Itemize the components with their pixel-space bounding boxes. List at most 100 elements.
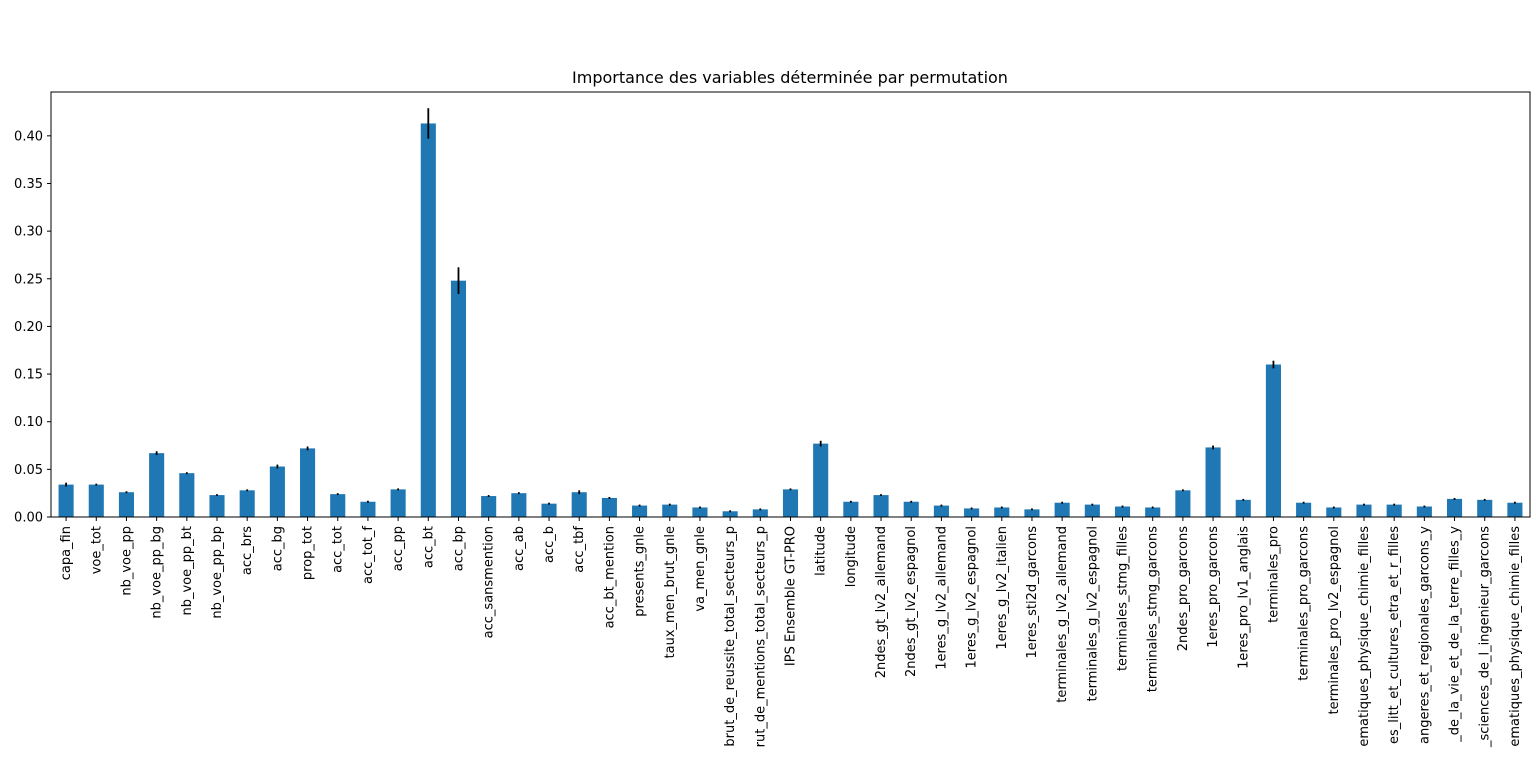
x-tick-label-9: acc_tot	[331, 526, 346, 573]
y-tick-label-0: 0.00	[14, 511, 43, 526]
x-tick-label-13: acc_bp	[451, 526, 466, 571]
bar-7	[269, 466, 285, 517]
bar-10	[360, 501, 376, 517]
bar-45	[1416, 506, 1432, 517]
chart-title: Importance des variables déterminée par …	[572, 68, 1008, 87]
x-tick-label-18: acc_bt_mention	[602, 526, 617, 628]
x-tick-label-39: 1eres_pro_lv1_anglais	[1236, 526, 1251, 669]
plot-frame	[50, 91, 1531, 518]
bar-44	[1386, 504, 1402, 517]
bar-36	[1145, 507, 1161, 517]
bar-13	[450, 280, 467, 517]
bar-23	[752, 509, 768, 517]
bar-5	[209, 495, 225, 517]
x-tick-label-3: nb_voe_pp_bg	[150, 526, 165, 619]
x-tick-label-26: longitude	[844, 526, 859, 587]
bar-37	[1175, 490, 1191, 517]
bar-19	[632, 505, 648, 517]
bar-31	[994, 507, 1010, 517]
x-tick-label-14: acc_sansmention	[482, 526, 497, 638]
x-tick-label-11: acc_pp	[391, 526, 406, 571]
bar-46	[1446, 498, 1463, 517]
x-tick-label-23: rut_de_mentions_total_secteurs_p	[753, 526, 768, 747]
bar-9	[330, 494, 346, 517]
x-tick-label-47: _sciences_de_l_ingenieur_garcons	[1478, 526, 1493, 748]
x-tick-label-40: terminales_pro	[1266, 526, 1281, 623]
bar-43	[1356, 504, 1372, 517]
bar-11	[390, 489, 406, 517]
bar-20	[662, 504, 678, 517]
bar-0	[58, 484, 74, 517]
bar-8	[300, 448, 316, 517]
x-tick-label-15: acc_ab	[512, 526, 527, 571]
bar-18	[601, 497, 617, 517]
x-tick-label-24: IPS Ensemble GT-PRO	[784, 526, 799, 666]
x-axis: capa_fin voe_tot nb_voe_pp nb_voe_pp_bg nb_v…	[59, 517, 1523, 748]
x-tick-label-45: angeres_et_regionales_garcons_y	[1417, 526, 1432, 744]
y-axis: 0.00 0.05 0.10 0.15 0.20 0.25 0.30 0.35 0.40	[14, 129, 51, 526]
bar-12	[420, 123, 436, 517]
x-tick-label-4: nb_voe_pp_bt	[180, 526, 195, 616]
bar-14	[481, 496, 497, 517]
x-tick-label-25: latitude	[814, 526, 829, 576]
bar-41	[1296, 502, 1312, 517]
x-tick-label-8: prop_tot	[301, 526, 316, 580]
bar-21	[692, 507, 708, 517]
bar-39	[1235, 499, 1251, 517]
y-tick-label-7: 0.35	[14, 177, 43, 192]
y-tick-label-2: 0.10	[14, 415, 43, 430]
y-tick-label-5: 0.25	[14, 272, 43, 287]
x-tick-label-21: va_men_gnle	[693, 526, 708, 612]
bar-4	[179, 473, 195, 517]
x-tick-label-6: acc_brs	[240, 526, 255, 575]
bar-40	[1265, 364, 1281, 517]
x-tick-label-17: acc_tbf	[572, 526, 587, 573]
x-tick-label-38: 1eres_pro_garcons	[1206, 526, 1221, 648]
bar-22	[722, 511, 738, 517]
y-tick-label-6: 0.30	[14, 225, 43, 240]
x-tick-label-27: 2ndes_gt_lv2_allemand	[874, 526, 889, 678]
x-tick-label-28: 2ndes_gt_lv2_espagnol	[904, 526, 919, 677]
x-tick-label-37: 2ndes_pro_garcons	[1176, 526, 1191, 651]
x-tick-label-2: nb_voe_pp	[119, 526, 134, 596]
x-tick-label-44: es_litt_et_cultures_etra_et_r_filles	[1387, 526, 1402, 744]
x-tick-label-19: presents_gnle	[633, 526, 648, 617]
x-tick-label-12: acc_bt	[421, 526, 436, 568]
x-tick-label-33: terminales_g_lv2_allemand	[1055, 526, 1070, 703]
x-tick-label-41: terminales_pro_garcons	[1297, 526, 1312, 681]
bar-28	[903, 501, 919, 517]
bar-48	[1507, 502, 1523, 517]
bar-16	[541, 503, 557, 517]
bar-1	[88, 484, 104, 517]
x-tick-label-42: terminales_pro_lv2_espagnol	[1327, 526, 1342, 714]
x-tick-label-16: acc_b	[542, 526, 557, 563]
x-tick-label-22: brut_de_reussite_total_secteurs_p	[723, 526, 738, 747]
bar-26	[843, 501, 859, 517]
bar-24	[782, 489, 799, 517]
x-tick-label-35: terminales_stmg_filles	[1116, 526, 1131, 671]
x-tick-label-34: terminales_g_lv2_espagnol	[1085, 526, 1100, 701]
x-tick-label-30: 1eres_g_lv2_espagnol	[965, 526, 980, 668]
x-tick-label-20: taux_men_brut_gnle	[663, 526, 678, 658]
bar-29	[933, 505, 949, 517]
y-tick-label-8: 0.40	[14, 129, 43, 144]
x-tick-label-5: nb_voe_pp_bp	[210, 526, 225, 619]
bar-33	[1054, 502, 1070, 517]
x-tick-label-10: acc_tot_f	[361, 526, 376, 584]
x-tick-label-31: 1eres_g_lv2_italien	[995, 526, 1010, 650]
bar-3	[149, 453, 165, 517]
x-tick-label-0: capa_fin	[59, 526, 74, 580]
bar-35	[1114, 506, 1131, 517]
bar-25	[813, 443, 829, 517]
bar-34	[1084, 504, 1100, 517]
y-tick-label-4: 0.20	[14, 320, 43, 335]
x-tick-label-36: terminales_stmg_garcons	[1146, 526, 1161, 692]
bar-47	[1477, 499, 1493, 517]
y-tick-label-3: 0.15	[14, 368, 43, 383]
bar-15	[511, 493, 527, 517]
x-tick-label-43: ematiques_physique_chimie_filles	[1357, 526, 1372, 747]
bar-42	[1326, 507, 1342, 517]
x-tick-label-46: _de_la_vie_et_de_la_terre_filles_y	[1448, 526, 1463, 743]
bar-6	[239, 490, 255, 517]
